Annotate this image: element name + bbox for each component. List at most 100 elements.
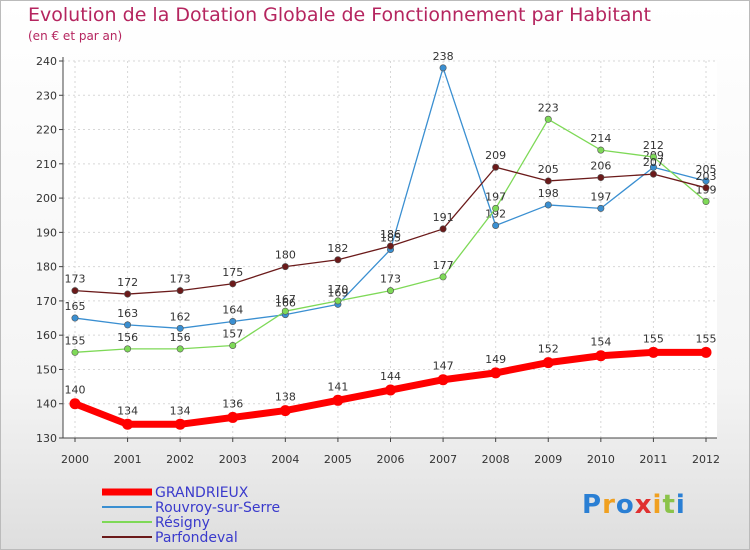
data-label-grandrieux: 144 xyxy=(380,370,401,383)
data-label-resigny: 157 xyxy=(222,327,243,340)
data-label-grandrieux: 155 xyxy=(696,332,717,345)
chart-subtitle: (en € et par an) xyxy=(28,29,123,43)
data-label-resigny: 214 xyxy=(590,132,611,145)
data-label-rouvroy-sur-serre: 185 xyxy=(380,232,401,245)
data-label-grandrieux: 155 xyxy=(643,332,664,345)
data-point-rouvroy-sur-serre xyxy=(544,201,552,209)
data-label-parfondeval: 203 xyxy=(696,170,717,183)
data-label-rouvroy-sur-serre: 162 xyxy=(170,310,191,323)
y-tick-label: 130 xyxy=(36,432,57,445)
data-label-parfondeval: 205 xyxy=(538,163,559,176)
data-label-parfondeval: 186 xyxy=(380,228,401,241)
data-point-resigny xyxy=(544,115,552,123)
data-point-rouvroy-sur-serre xyxy=(229,317,237,325)
data-point-resigny xyxy=(229,341,237,349)
data-label-rouvroy-sur-serre: 163 xyxy=(117,307,138,320)
x-tick-label: 2000 xyxy=(61,453,89,466)
logo-letter: t xyxy=(662,490,676,520)
data-point-resigny xyxy=(492,204,500,212)
data-label-parfondeval: 182 xyxy=(327,242,348,255)
data-point-grandrieux xyxy=(122,418,134,430)
data-point-rouvroy-sur-serre xyxy=(176,324,184,332)
data-point-grandrieux xyxy=(227,411,239,423)
x-tick-label: 2011 xyxy=(639,453,667,466)
x-tick-label: 2007 xyxy=(429,453,457,466)
data-point-resigny xyxy=(439,273,447,281)
data-label-grandrieux: 154 xyxy=(590,336,611,349)
data-label-rouvroy-sur-serre: 192 xyxy=(485,208,506,221)
data-label-rouvroy-sur-serre: 205 xyxy=(696,163,717,176)
x-tick-label: 2006 xyxy=(377,453,405,466)
data-label-parfondeval: 173 xyxy=(170,273,191,286)
data-label-resigny: 156 xyxy=(117,331,138,344)
data-point-parfondeval xyxy=(492,163,500,171)
x-tick-label: 2005 xyxy=(324,453,352,466)
data-label-resigny: 212 xyxy=(643,139,664,152)
data-point-resigny xyxy=(386,287,394,295)
data-label-grandrieux: 149 xyxy=(485,353,506,366)
logo-letter: i xyxy=(675,490,686,520)
legend-label: GRANDRIEUX xyxy=(155,485,249,501)
data-label-resigny: 223 xyxy=(538,101,559,114)
data-point-rouvroy-sur-serre xyxy=(649,163,657,171)
logo-letter: i xyxy=(652,490,663,520)
data-label-parfondeval: 172 xyxy=(117,276,138,289)
data-point-grandrieux xyxy=(490,367,502,379)
data-point-parfondeval xyxy=(176,287,184,295)
data-point-resigny xyxy=(124,345,132,353)
data-point-rouvroy-sur-serre xyxy=(492,222,500,230)
y-tick-label: 150 xyxy=(36,363,57,376)
data-point-rouvroy-sur-serre xyxy=(71,314,79,322)
data-label-parfondeval: 180 xyxy=(275,249,296,262)
data-label-resigny: 155 xyxy=(65,334,86,347)
data-label-rouvroy-sur-serre: 164 xyxy=(222,303,243,316)
data-label-resigny: 177 xyxy=(433,259,454,272)
data-label-grandrieux: 134 xyxy=(117,404,138,417)
data-label-grandrieux: 141 xyxy=(327,380,348,393)
data-label-resigny: 173 xyxy=(380,273,401,286)
data-point-parfondeval xyxy=(386,242,394,250)
data-label-resigny: 197 xyxy=(485,190,506,203)
data-label-grandrieux: 136 xyxy=(222,397,243,410)
y-tick-label: 220 xyxy=(36,124,57,137)
y-tick-label: 160 xyxy=(36,329,57,342)
data-point-grandrieux xyxy=(437,374,449,386)
data-label-parfondeval: 209 xyxy=(485,149,506,162)
data-point-resigny xyxy=(334,297,342,305)
data-label-rouvroy-sur-serre: 197 xyxy=(590,190,611,203)
data-label-grandrieux: 134 xyxy=(170,404,191,417)
data-label-parfondeval: 206 xyxy=(590,160,611,173)
logo-letter: x xyxy=(634,490,653,520)
data-point-grandrieux xyxy=(595,350,607,362)
data-point-parfondeval xyxy=(334,256,342,264)
y-tick-label: 190 xyxy=(36,226,57,239)
data-point-grandrieux xyxy=(279,405,291,417)
data-point-parfondeval xyxy=(597,174,605,182)
data-point-parfondeval xyxy=(281,263,289,271)
data-point-resigny xyxy=(702,198,710,206)
data-point-resigny xyxy=(71,348,79,356)
data-label-rouvroy-sur-serre: 198 xyxy=(538,187,559,200)
data-point-rouvroy-sur-serre xyxy=(702,177,710,185)
x-tick-label: 2002 xyxy=(166,453,194,466)
data-point-grandrieux xyxy=(647,346,659,358)
logo-letter: r xyxy=(602,490,616,520)
logo-letter: o xyxy=(615,490,635,520)
data-label-rouvroy-sur-serre: 165 xyxy=(65,300,86,313)
data-point-rouvroy-sur-serre xyxy=(124,321,132,329)
logo-letter: P xyxy=(582,490,603,520)
data-label-grandrieux: 138 xyxy=(275,391,296,404)
data-label-rouvroy-sur-serre: 238 xyxy=(433,50,454,63)
data-label-grandrieux: 147 xyxy=(433,360,454,373)
legend-label: Résigny xyxy=(155,515,210,531)
chart-title: Evolution de la Dotation Globale de Fonc… xyxy=(28,4,651,26)
x-tick-label: 2008 xyxy=(482,453,510,466)
proxiti-logo: Proxiti xyxy=(582,490,686,520)
x-tick-label: 2003 xyxy=(219,453,247,466)
x-tick-label: 2009 xyxy=(534,453,562,466)
data-point-grandrieux xyxy=(174,418,186,430)
data-label-resigny: 156 xyxy=(170,331,191,344)
x-tick-label: 2010 xyxy=(587,453,615,466)
data-label-grandrieux: 140 xyxy=(65,384,86,397)
